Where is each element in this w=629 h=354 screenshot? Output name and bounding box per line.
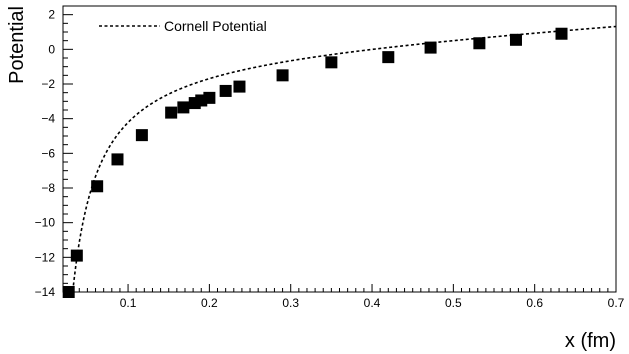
x-tick-label: 0.3	[282, 296, 299, 310]
plot-frame	[62, 5, 617, 293]
x-tick-label: 0.5	[445, 296, 462, 310]
y-tick-label: −14	[35, 285, 56, 299]
x-tick-label: 0.7	[608, 296, 625, 310]
data-point-marker	[91, 180, 104, 193]
data-point-marker	[424, 41, 437, 54]
data-point-marker	[111, 153, 124, 166]
data-point-marker	[555, 27, 568, 40]
data-point-marker	[382, 51, 395, 64]
y-tick-label: −2	[41, 77, 55, 91]
legend: Cornell Potential	[99, 18, 267, 34]
y-tick-label: 0	[48, 42, 55, 56]
data-point-marker	[219, 84, 232, 97]
x-tick-label: 0.1	[120, 296, 137, 310]
data-point-marker	[509, 33, 522, 46]
x-tick-label: 0.6	[526, 296, 543, 310]
y-axis-title: Potential	[6, 6, 28, 84]
y-tick-label: −10	[35, 216, 56, 230]
y-tick-label: −12	[35, 250, 56, 264]
data-point-marker	[276, 69, 289, 82]
legend-label: Cornell Potential	[164, 18, 267, 34]
y-tick-label: 2	[48, 8, 55, 22]
data-point-marker	[325, 56, 338, 69]
data-point-marker	[70, 249, 83, 262]
y-tick-label: −6	[41, 146, 55, 160]
x-tick-label: 0.2	[201, 296, 218, 310]
data-point-marker	[203, 91, 216, 104]
y-tick-label: −8	[41, 181, 55, 195]
cornell-potential-curve	[71, 25, 616, 292]
x-tick-label: 0.4	[364, 296, 381, 310]
data-point-marker	[165, 106, 178, 119]
data-point-marker	[135, 129, 148, 142]
data-point-marker	[473, 37, 486, 50]
data-point-marker	[177, 101, 190, 114]
x-axis-title: x (fm)	[565, 330, 616, 352]
data-point-marker	[233, 80, 246, 93]
y-tick-label: −4	[41, 112, 55, 126]
